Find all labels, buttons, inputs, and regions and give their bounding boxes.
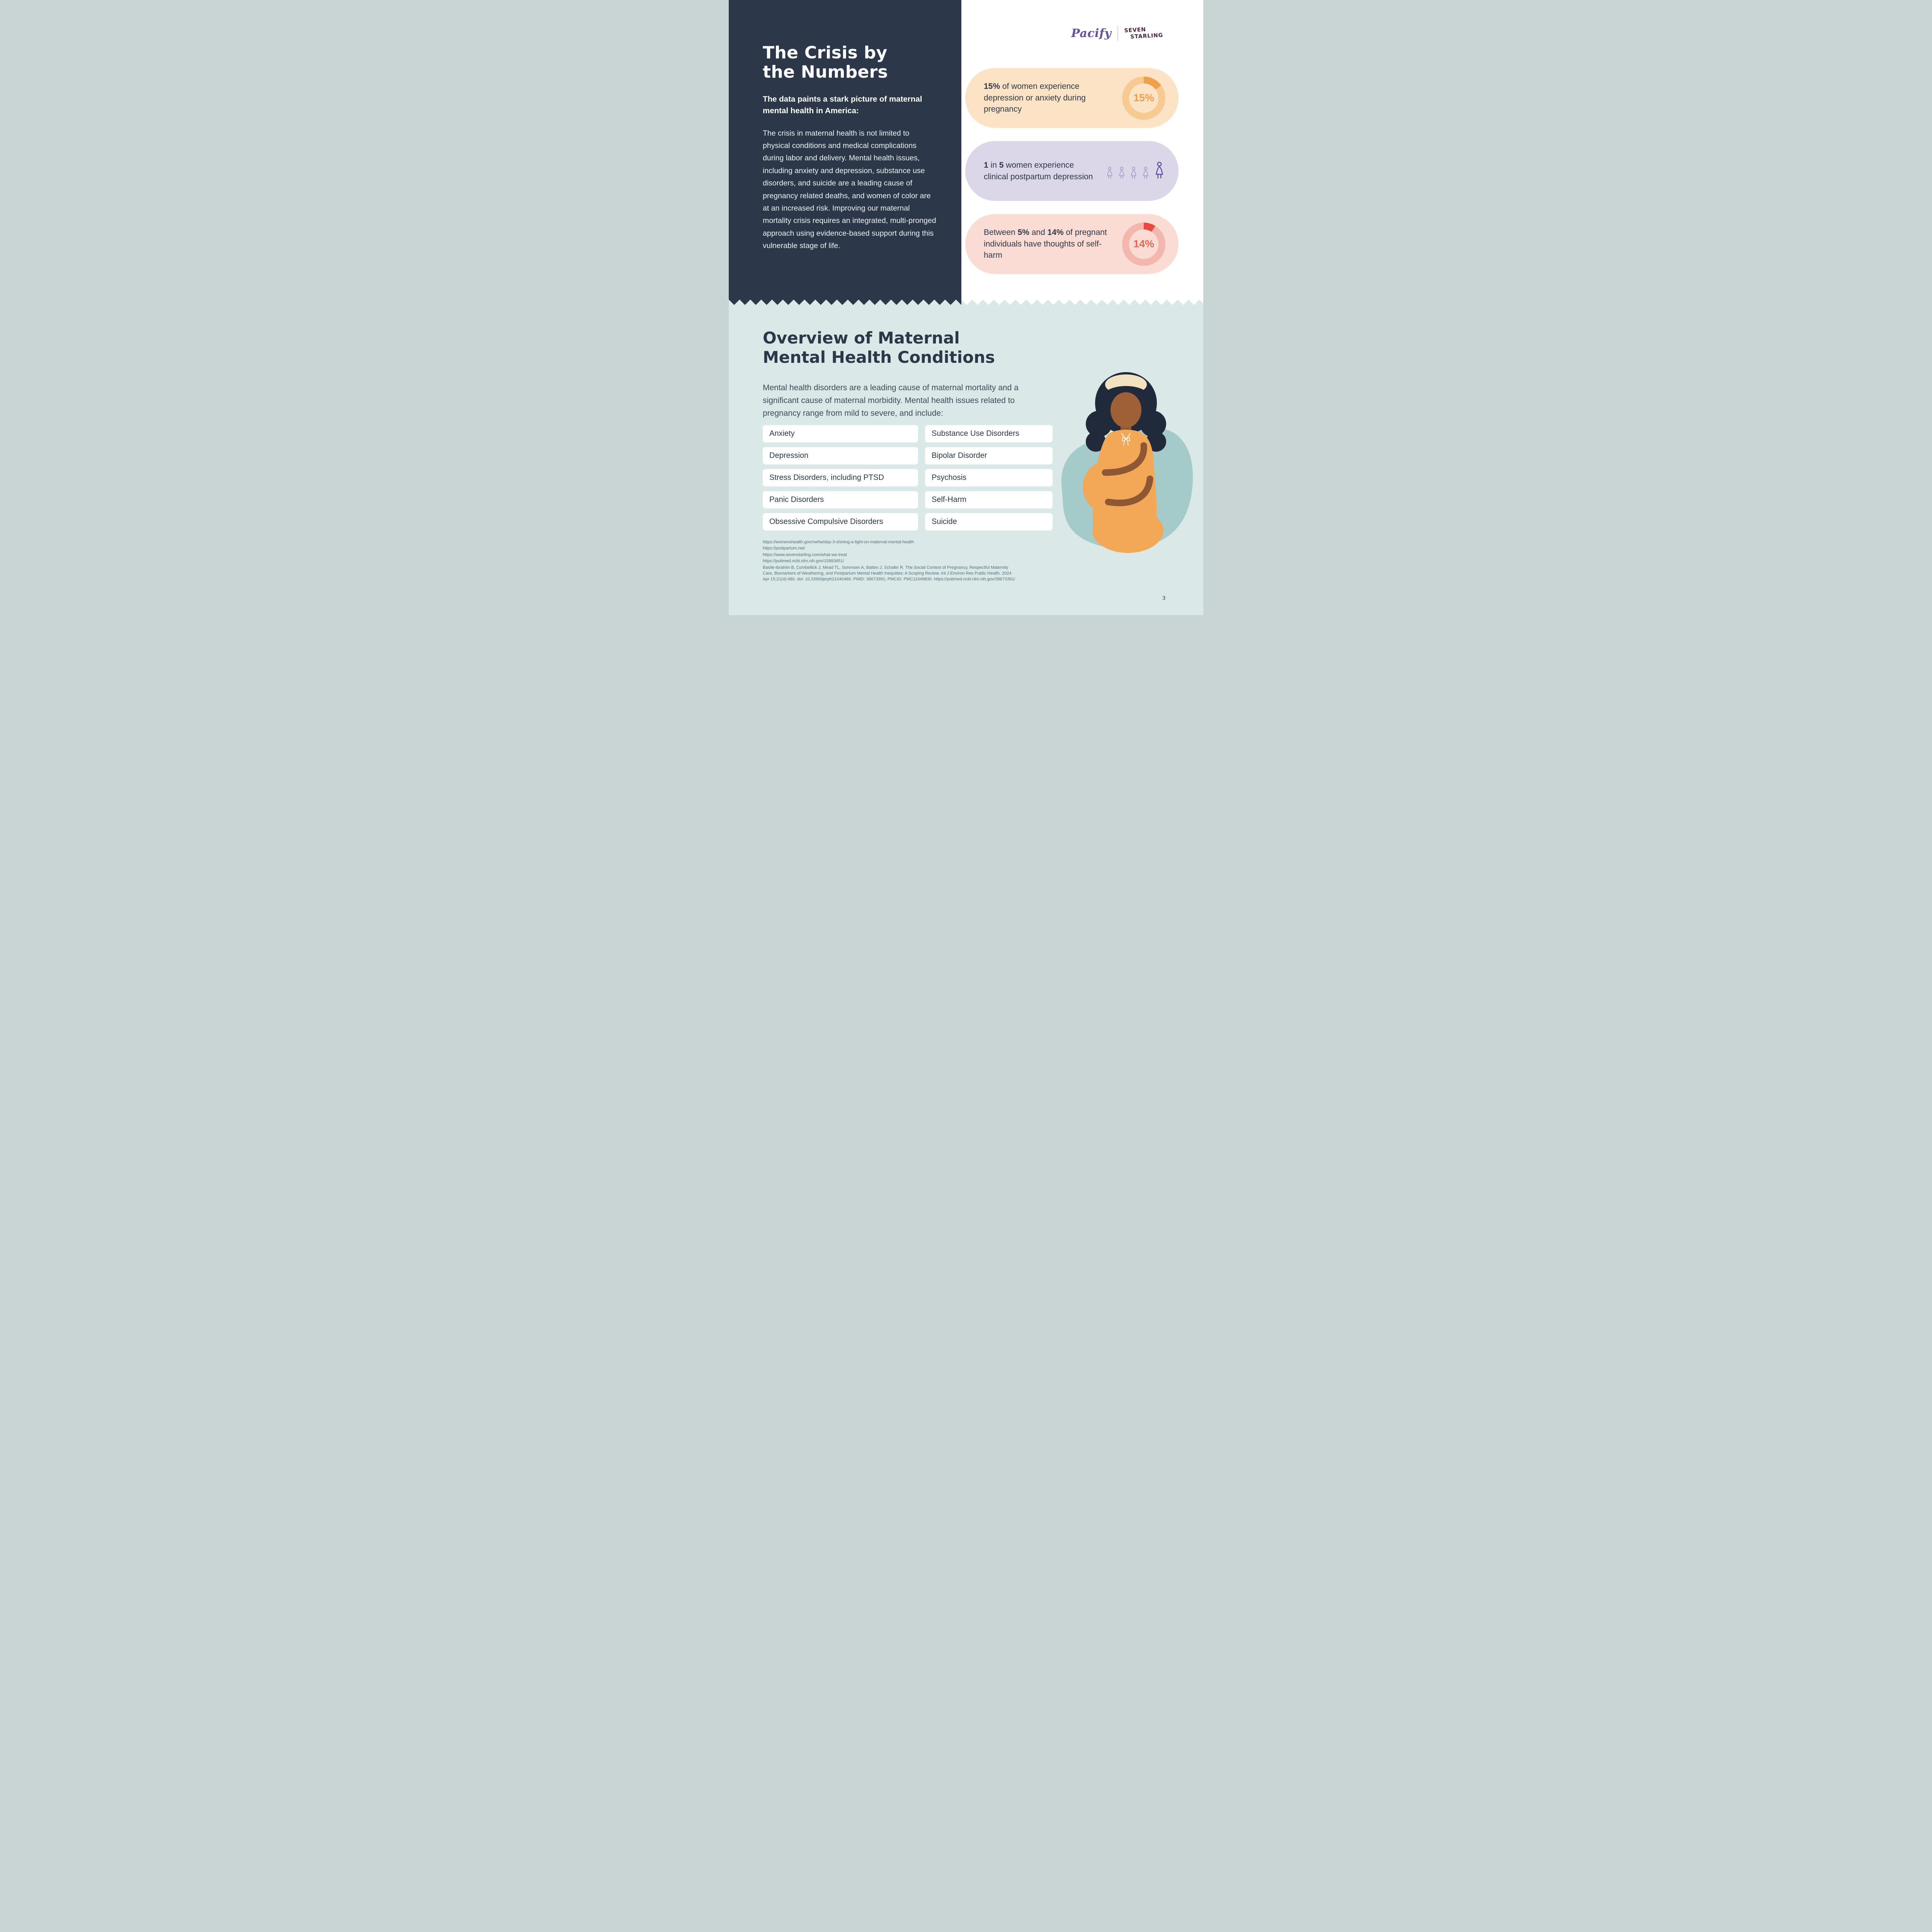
condition-item-panic-disorders: Panic Disorders [763,491,918,509]
stat-card-postpartum-depression: 1 in 5 women experience clinical postpar… [965,141,1179,201]
seven-starling-line2: STARLING [1130,32,1163,40]
condition-item-substance-use: Substance Use Disorders [925,425,1053,442]
woman-icon-highlighted [1153,162,1165,179]
stat-card-self-harm: Between 5% and 14% of pregnant individua… [965,214,1179,274]
five-women-icons [1105,162,1165,181]
woman-icon [1141,167,1150,179]
condition-item-anxiety: Anxiety [763,425,918,442]
crisis-title-line2: the Numbers [763,62,888,82]
donut-chart-15-percent-icon: 15% [1122,76,1165,120]
condition-item-psychosis: Psychosis [925,469,1053,486]
citation-line: https://womenshealth.gov/nwhw/day-3-shin… [763,540,914,544]
stat-text-self-harm: Between 5% and 14% of pregnant individua… [984,228,1107,260]
crisis-body-text: The crisis in maternal health is not lim… [763,129,936,250]
citation-line: https://www.sevenstarling.com/what-we-tr… [763,552,847,557]
condition-item-depression: Depression [763,447,918,464]
pacify-logo: Pacify [1071,26,1112,40]
condition-item-bipolar: Bipolar Disorder [925,447,1053,464]
pregnant-woman-illustration [1053,365,1197,561]
logo-lockup: Pacify SEVEN STARLING [1071,26,1163,41]
stat-cards: 15% of women experience depression or an… [965,68,1179,274]
crisis-subtitle: The data paints a stark picture of mater… [763,95,922,116]
condition-item-ocd: Obsessive Compulsive Disorders [763,513,918,531]
conditions-list: Anxiety Depression Stress Disorders, inc… [763,425,1053,531]
overview-title-line2: Mental Health Conditions [763,347,995,367]
donut-value-label: 14% [1133,238,1155,250]
stat-text-postpartum-depression: 1 in 5 women experience clinical postpar… [984,160,1093,181]
condition-item-suicide: Suicide [925,513,1053,531]
donut-hole: 14% [1129,229,1158,259]
seven-starling-logo: SEVEN STARLING [1124,26,1163,41]
crisis-title: The Crisis by the Numbers [763,43,940,82]
donut-hole: 15% [1129,83,1158,113]
citation-line: https://pubmed.ncbi.nlm.nih.gov/15883651… [763,559,844,564]
page-number: 3 [1162,595,1165,601]
crisis-panel: The Crisis by the Numbers The data paint… [729,0,961,252]
crisis-title-line1: The Crisis by [763,43,888,63]
citation-line: https://postpartum.net/ [763,546,805,551]
woman-icon [1105,167,1114,179]
pregnant-woman-art [1061,372,1193,553]
stat-text-depression-anxiety: 15% of women experience depression or an… [984,82,1086,114]
overview-title-line1: Overview of Maternal [763,328,960,347]
citations: https://womenshealth.gov/nwhw/day-3-shin… [763,539,1016,583]
infographic-page: The Crisis by the Numbers The data paint… [729,0,1203,615]
crisis-panel-background [729,0,961,305]
donut-chart-14-percent-icon: 14% [1122,222,1165,266]
stat-card-depression-anxiety: 15% of women experience depression or an… [965,68,1179,128]
woman-icon [1129,167,1138,179]
donut-value-label: 15% [1133,92,1155,104]
overview-intro: Mental health disorders are a leading ca… [763,383,1019,418]
conditions-column-right: Substance Use Disorders Bipolar Disorder… [925,425,1053,531]
conditions-column-left: Anxiety Depression Stress Disorders, inc… [763,425,918,531]
logo-divider [1117,26,1119,41]
condition-item-self-harm: Self-Harm [925,491,1053,509]
citation-line-long: Basile-Ibrahim B, Combellick J, Mead TL,… [763,565,1015,582]
woman-icon [1117,167,1126,179]
overview-title: Overview of Maternal Mental Health Condi… [763,328,995,367]
condition-item-stress-disorders: Stress Disorders, including PTSD [763,469,918,486]
